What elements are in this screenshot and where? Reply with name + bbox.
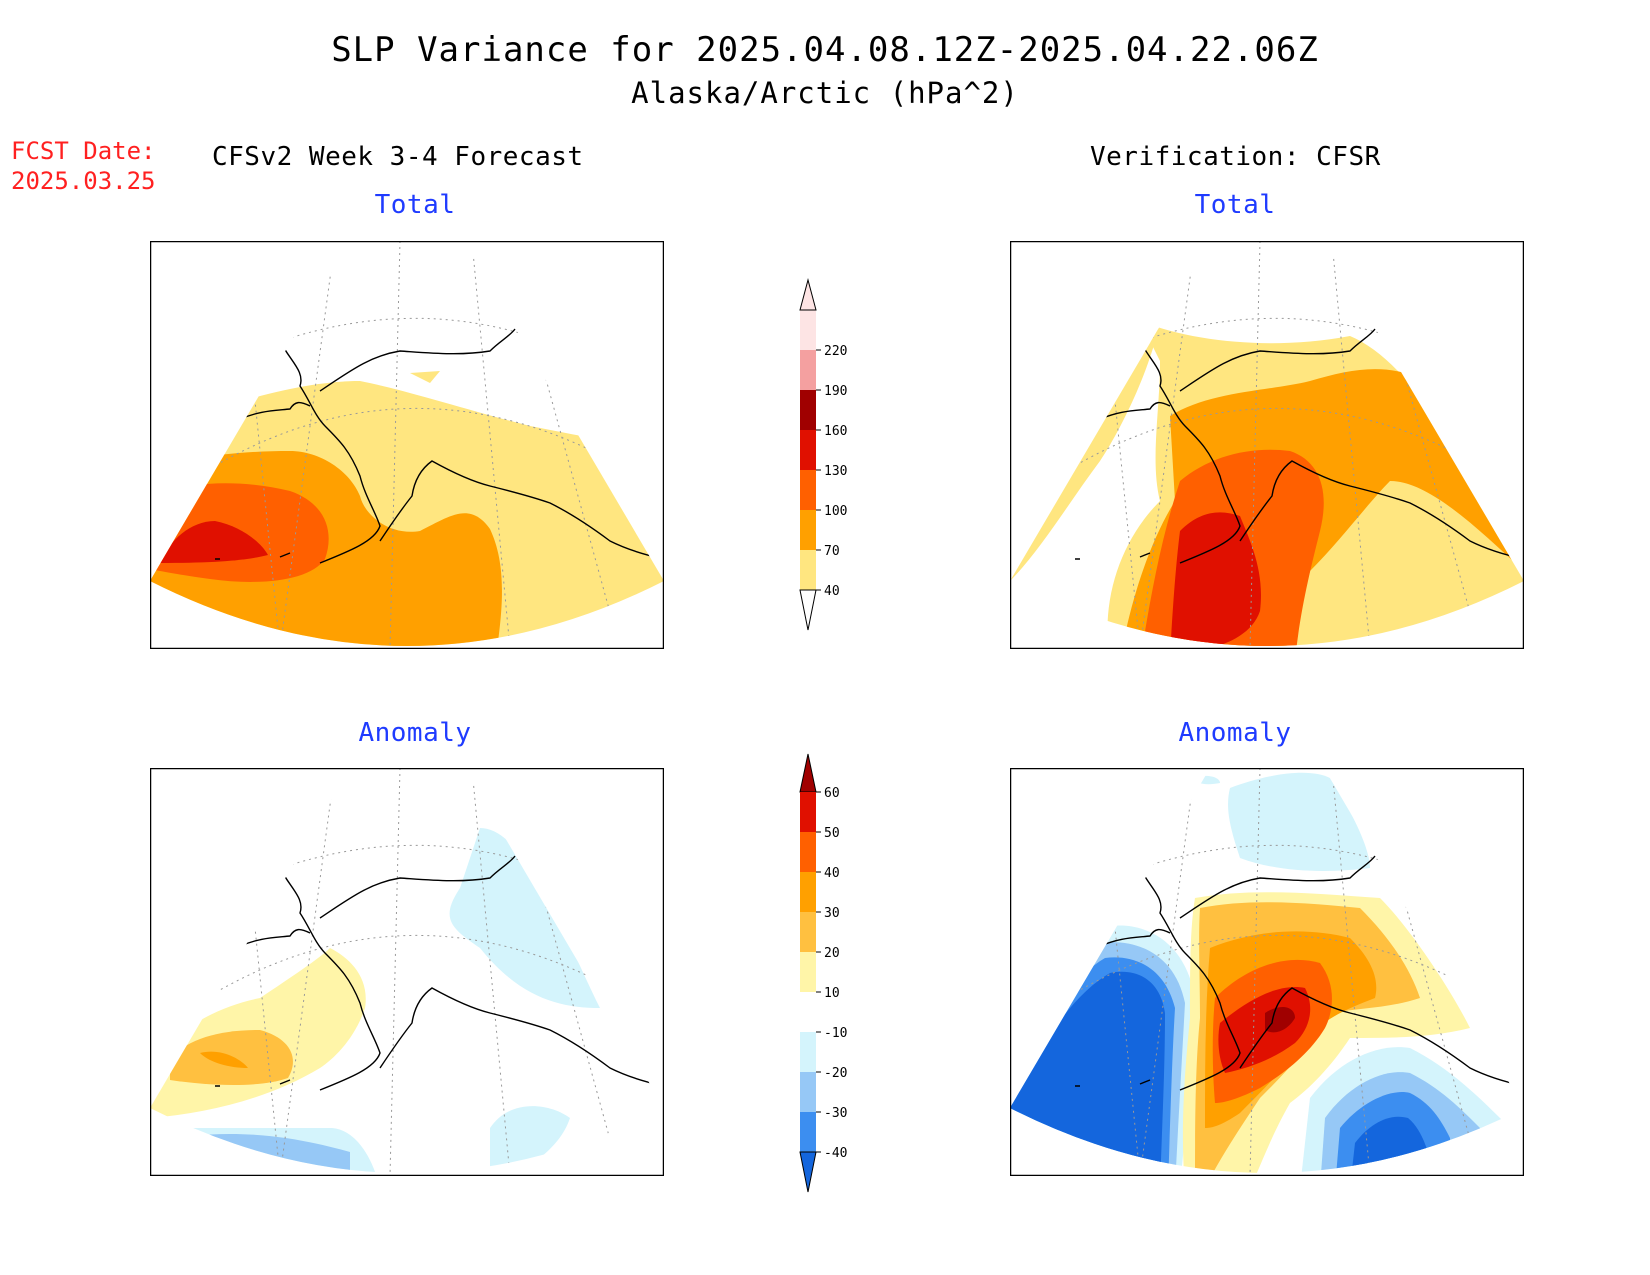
colorbar-tick-label: 50 <box>824 826 840 841</box>
colorbar-tick-label: -20 <box>824 1066 847 1081</box>
colorbar-swatch <box>800 510 816 550</box>
total-colorbar: 40 70 100 130 160 190 220 <box>799 278 847 631</box>
colorbar-swatch <box>800 1032 816 1072</box>
colorbar-swatch <box>800 832 816 872</box>
forecast-anomaly-title: Anomaly <box>358 718 472 748</box>
colorbar-tick-label: 220 <box>824 344 847 359</box>
contour-fill <box>449 828 600 1008</box>
contour-fill <box>200 1051 248 1068</box>
panel-frame <box>150 768 664 1176</box>
coastline <box>1075 320 1524 564</box>
verification-anomaly-title: Anomaly <box>1178 718 1292 748</box>
colorbar-tick-label: 30 <box>824 906 840 921</box>
verification-column-heading: Verification: CFSR <box>1090 142 1381 172</box>
forecast-date-value: 2025.03.25 <box>11 167 156 195</box>
figure-title: SLP Variance for 2025.04.08.12Z-2025.04.… <box>331 30 1319 70</box>
colorbar-swatch <box>800 792 816 832</box>
colorbar-swatch <box>800 550 816 590</box>
coastline <box>215 847 664 1091</box>
colorbar-tick-label: 20 <box>824 946 840 961</box>
anomaly-colorbar: -40 -30 -20 -10 10 20 30 40 50 60 <box>799 753 847 1193</box>
colorbar-end-arrow <box>799 753 817 793</box>
colorbar-swatch <box>800 952 816 992</box>
contour-fill <box>1190 775 1220 785</box>
colorbar-swatch <box>800 350 816 390</box>
verification-total-title: Total <box>1194 190 1276 220</box>
colorbar-end-arrow <box>799 1151 817 1193</box>
colorbar-tick-label: -30 <box>824 1106 847 1121</box>
colorbar-tick-label: -40 <box>824 1146 847 1161</box>
forecast-date-label: FCST Date: <box>11 137 156 165</box>
contour-fill <box>160 521 268 563</box>
panel-frame <box>1010 241 1524 649</box>
colorbar-tick-label: 70 <box>824 544 840 559</box>
forecast-anomaly-map <box>150 768 664 1176</box>
contour-fill <box>490 1106 570 1173</box>
panel-frame <box>150 241 664 649</box>
colorbar-tick-label: -10 <box>824 1026 847 1041</box>
contour-fill <box>1010 971 1165 1173</box>
colorbar-tick-label: 190 <box>824 384 847 399</box>
colorbar-tick-label: 100 <box>824 504 847 519</box>
colorbar-swatch <box>800 872 816 912</box>
colorbar-swatch <box>800 310 816 350</box>
colorbar-tick-label: 40 <box>824 866 840 881</box>
forecast-column-heading: CFSv2 Week 3-4 Forecast <box>212 142 584 172</box>
colorbar-swatch <box>800 390 816 430</box>
forecast-total-title: Total <box>374 190 456 220</box>
colorbar-tick-label: 40 <box>824 584 840 599</box>
colorbar-tick-label: 130 <box>824 464 847 479</box>
colorbar-end-arrow <box>799 278 817 311</box>
verification-anomaly-map <box>1010 768 1524 1176</box>
verification-total-map <box>1010 241 1524 649</box>
colorbar-tick-label: 60 <box>824 786 840 801</box>
contour-fill <box>1265 1006 1295 1033</box>
colorbar-swatch <box>800 992 816 1032</box>
colorbar-swatch <box>800 430 816 470</box>
colorbar-swatch <box>800 470 816 510</box>
contour-fill <box>410 371 440 383</box>
colorbar-swatch <box>800 912 816 952</box>
colorbar-tick-label: 160 <box>824 424 847 439</box>
panel-frame <box>1010 768 1524 1176</box>
colorbar-swatch <box>800 1112 816 1152</box>
colorbar-tick-label: 10 <box>824 986 840 1001</box>
figure-subtitle: Alaska/Arctic (hPa^2) <box>631 76 1019 110</box>
colorbar-end-arrow <box>799 589 817 631</box>
contour-fill <box>1228 772 1370 871</box>
contour-fill <box>1170 512 1261 646</box>
colorbar-swatch <box>800 1072 816 1112</box>
forecast-total-map <box>150 241 664 649</box>
